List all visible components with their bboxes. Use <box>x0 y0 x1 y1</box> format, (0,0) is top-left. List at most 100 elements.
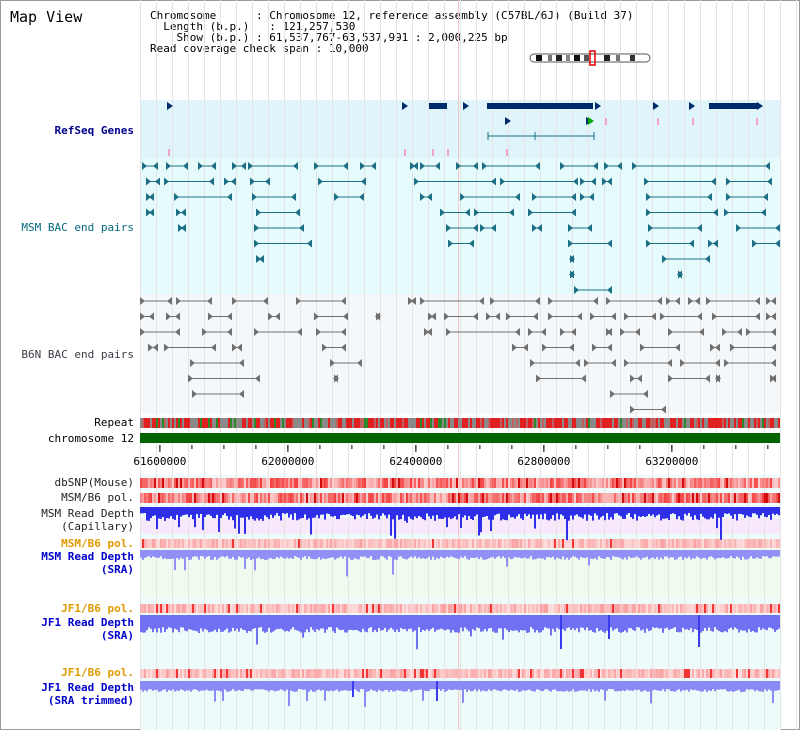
heat-cell <box>452 478 454 488</box>
heat-cell <box>364 669 366 678</box>
msm-bac-pair-end <box>250 177 255 186</box>
heat-cell <box>588 478 590 488</box>
depth-bar <box>638 681 640 690</box>
depth-bar <box>328 507 330 514</box>
heat-cell <box>438 539 440 548</box>
depth-bar <box>270 681 272 691</box>
depth-bar <box>550 681 552 692</box>
track-label-msm-b6-pol-2[interactable]: MSM/B6 pol. <box>61 537 134 550</box>
track-label-jf1-b6-pol-1[interactable]: JF1/B6 pol. <box>61 602 134 615</box>
depth-bar <box>510 507 512 518</box>
depth-bar <box>310 615 312 628</box>
depth-bar <box>620 681 622 692</box>
depth-bar <box>296 615 298 631</box>
heat-cell <box>546 478 548 488</box>
depth-bar <box>356 507 358 515</box>
track-label-msm-b6-pol-1[interactable]: MSM/B6 pol. <box>61 491 134 504</box>
heat-cell <box>614 604 616 613</box>
depth-bar <box>174 681 176 692</box>
heat-cell <box>254 478 256 488</box>
heat-cell <box>150 539 152 548</box>
depth-bar <box>448 550 450 558</box>
heat-cell <box>762 669 764 678</box>
depth-bar <box>288 615 290 632</box>
depth-bar <box>680 615 682 633</box>
depth-bar <box>414 550 416 557</box>
repeat-segment <box>562 418 564 428</box>
heat-cell <box>516 493 518 503</box>
heat-cell <box>524 669 526 678</box>
heat-cell <box>362 478 364 488</box>
repeat-segment <box>722 418 724 428</box>
depth-bar <box>558 681 560 692</box>
depth-bar <box>370 507 372 516</box>
b6n-bac-pair-end <box>175 328 180 336</box>
heat-cell <box>710 604 712 613</box>
track-label-msm-read-depth-sra[interactable]: MSM Read Depth <box>41 550 134 563</box>
heat-cell <box>500 478 502 488</box>
track-label-jf1-b6-pol-2[interactable]: JF1/B6 pol. <box>61 666 134 679</box>
depth-bar <box>404 681 406 692</box>
depth-bar <box>276 681 278 691</box>
depth-bar <box>514 681 516 691</box>
heat-cell <box>770 669 772 678</box>
depth-bar <box>578 550 580 560</box>
heat-cell <box>382 669 384 678</box>
heat-cell <box>510 604 512 613</box>
track-label-jf1-read-depth-sra[interactable]: JF1 Read Depth <box>41 616 134 629</box>
depth-bar <box>752 550 754 559</box>
heat-cell <box>416 669 418 678</box>
depth-bar <box>206 615 208 630</box>
depth-bar <box>732 507 734 519</box>
b6n-bac-pair-end <box>535 297 540 305</box>
heat-cell <box>366 493 368 503</box>
depth-bar <box>636 550 638 557</box>
track-label-jf1-read-depth-trimmed[interactable]: JF1 Read Depth <box>41 681 134 694</box>
depth-bar <box>744 550 746 560</box>
heat-cell <box>498 478 500 488</box>
track-label-msm-read-depth-capillary[interactable]: MSM Read Depth <box>41 507 134 520</box>
depth-bar <box>444 550 446 559</box>
heat-cell <box>644 478 646 488</box>
track-label-repeat[interactable]: Repeat <box>94 416 134 429</box>
heat-cell <box>246 539 248 548</box>
heat-cell <box>580 539 582 548</box>
repeat-segment <box>348 418 350 428</box>
depth-bar <box>572 507 574 520</box>
heat-cell <box>272 539 274 548</box>
depth-bar <box>480 507 482 533</box>
heat-cell <box>698 493 700 503</box>
repeat-segment <box>360 418 362 428</box>
depth-bar <box>582 681 584 691</box>
heat-cell <box>612 478 614 488</box>
heat-cell <box>614 478 616 488</box>
depth-bar <box>488 550 490 559</box>
heat-cell <box>402 493 404 503</box>
msm-bac-pair-end <box>591 177 596 186</box>
heat-cell <box>226 669 228 678</box>
depth-bar <box>484 681 486 692</box>
repeat-segment <box>674 418 676 428</box>
track-label-dbsnp[interactable]: dbSNP(Mouse) <box>54 476 134 489</box>
track-label-chromosome[interactable]: chromosome 12 <box>47 432 134 445</box>
heat-cell <box>316 539 318 548</box>
b6n-bac-pair-end <box>722 328 727 336</box>
track-label-b6n-bac[interactable]: B6N BAC end pairs <box>21 348 134 361</box>
depth-bar <box>260 550 262 560</box>
repeat-segment <box>734 418 736 428</box>
depth-bar <box>368 681 370 692</box>
depth-bar <box>386 550 388 560</box>
heat-cell <box>514 669 516 678</box>
heat-cell <box>270 478 272 488</box>
repeat-segment <box>644 418 646 428</box>
heat-cell <box>602 604 604 613</box>
repeat-segment <box>496 418 498 428</box>
heat-cell <box>622 493 624 503</box>
track-label-refseq[interactable]: RefSeq Genes <box>54 124 134 137</box>
depth-bar <box>484 507 486 517</box>
heat-cell <box>732 604 734 613</box>
track-label-msm-bac[interactable]: MSM BAC end pairs <box>21 221 134 234</box>
depth-bar <box>556 550 558 558</box>
repeat-segment <box>668 418 670 428</box>
